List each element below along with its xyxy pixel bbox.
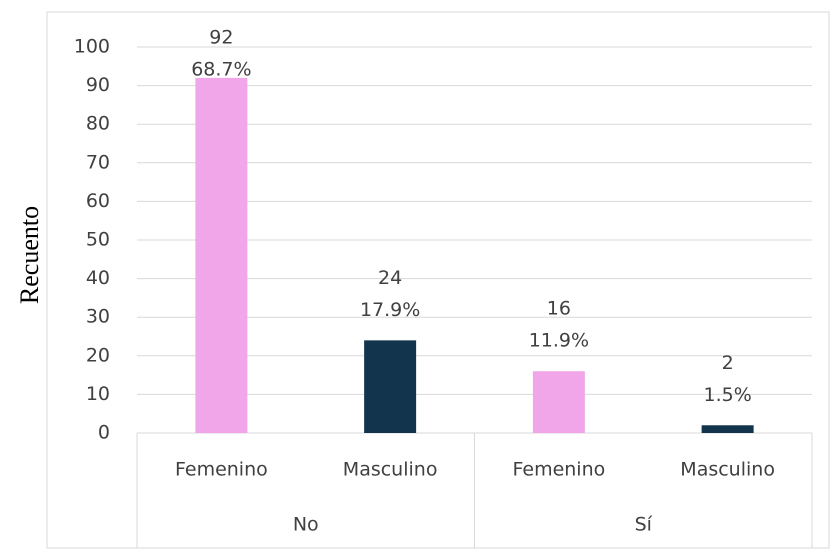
data-label: 24 <box>378 267 402 289</box>
y-tick-label: 10 <box>86 383 110 405</box>
y-tick-label: 90 <box>86 74 110 96</box>
bar <box>195 77 248 433</box>
percent-label: 17.9% <box>360 299 420 321</box>
group-label: No <box>293 514 319 536</box>
x-tick-label: Femenino <box>175 459 268 481</box>
data-label: 16 <box>547 298 571 320</box>
y-tick-label: 80 <box>86 113 110 135</box>
bar <box>701 425 754 433</box>
y-tick-label: 40 <box>86 267 110 289</box>
y-tick-label: 30 <box>86 306 110 328</box>
y-tick-label: 50 <box>86 229 110 251</box>
bar <box>364 340 417 433</box>
group-label: Sí <box>635 514 653 536</box>
y-tick-label: 60 <box>86 190 110 212</box>
x-tick-label: Femenino <box>512 459 605 481</box>
y-tick-label: 70 <box>86 151 110 173</box>
percent-label: 68.7% <box>191 59 251 81</box>
percent-label: 1.5% <box>703 384 751 406</box>
y-tick-label: 0 <box>98 422 110 444</box>
x-tick-label: Masculino <box>343 459 438 481</box>
y-tick-label: 100 <box>74 36 110 58</box>
bar <box>532 371 585 433</box>
x-tick-label: Masculino <box>680 459 775 481</box>
data-label: 2 <box>722 352 734 374</box>
y-axis-label: Recuento <box>15 206 44 304</box>
data-label: 92 <box>209 27 233 49</box>
chart-frame <box>46 11 830 549</box>
y-tick-label: 20 <box>86 344 110 366</box>
percent-label: 11.9% <box>529 330 589 352</box>
